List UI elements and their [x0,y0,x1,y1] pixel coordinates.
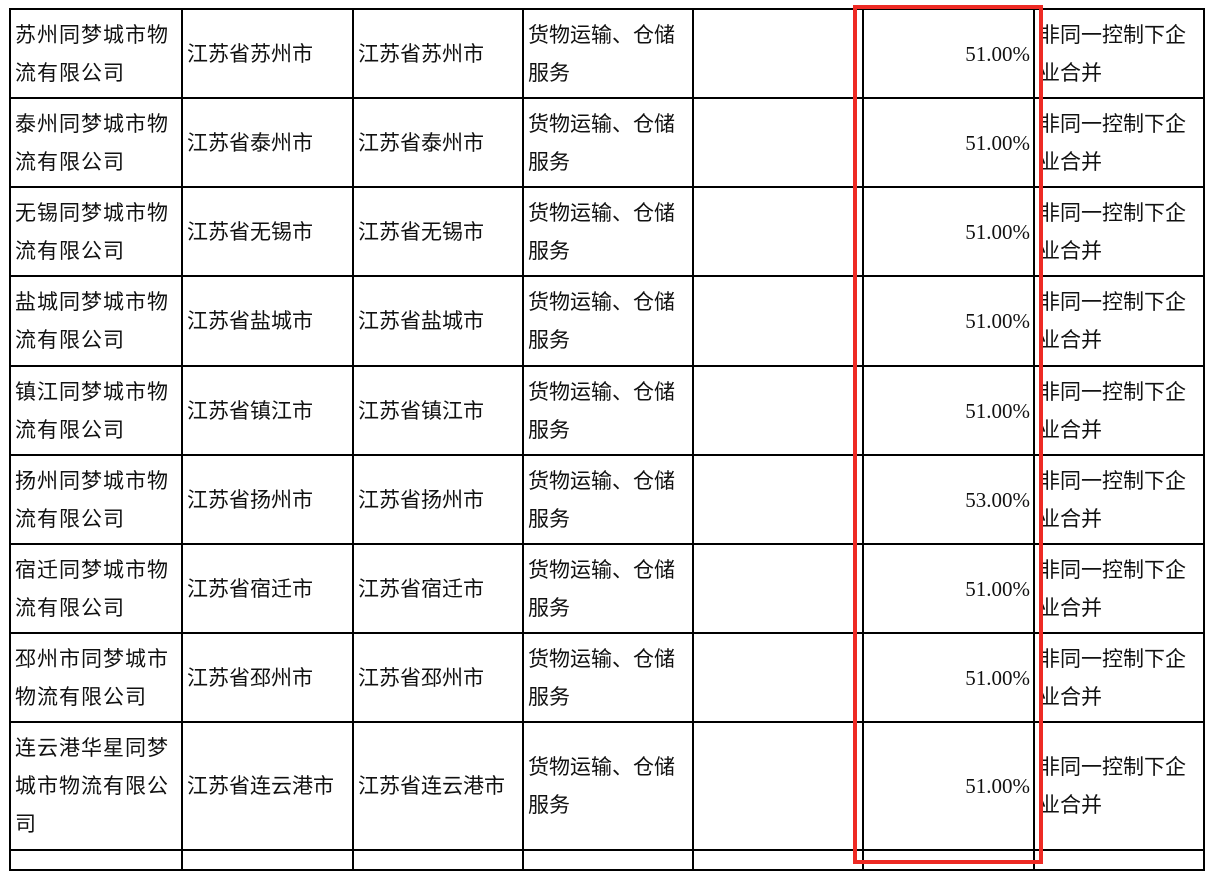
location-cell: 江苏省连云港市 [181,721,354,851]
empty-cell [1033,849,1205,871]
business-nature-cell: 货物运输、仓储服务 [522,97,694,188]
registration-cell: 江苏省连云港市 [352,721,524,851]
acquisition-method-cell: 非同一控制下企业合并 [1033,721,1205,851]
registration-cell: 江苏省苏州市 [352,8,524,99]
business-nature-cell: 货物运输、仓储服务 [522,8,694,99]
shareholding-cell: 51.00% [862,543,1035,634]
acquisition-method-cell: 非同一控制下企业合并 [1033,275,1205,367]
company-name-cell: 连云港华星同梦城市物流有限公司 [9,721,183,851]
shareholding-cell: 51.00% [862,8,1035,99]
table-row: 盐城同梦城市物流有限公司 江苏省盐城市 江苏省盐城市 货物运输、仓储服务 51.00% 非… [9,275,1205,367]
business-nature-cell: 货物运输、仓储服务 [522,543,694,634]
company-name-cell: 邳州市同梦城市物流有限公司 [9,632,183,723]
table-row [9,849,1205,871]
blank-cell [692,8,864,99]
acquisition-method-cell: 非同一控制下企业合并 [1033,8,1205,99]
acquisition-method-cell: 非同一控制下企业合并 [1033,543,1205,634]
company-name-cell: 盐城同梦城市物流有限公司 [9,275,183,367]
registration-cell: 江苏省泰州市 [352,97,524,188]
company-name-cell: 泰州同梦城市物流有限公司 [9,97,183,188]
acquisition-method-cell: 非同一控制下企业合并 [1033,186,1205,277]
location-cell: 江苏省无锡市 [181,186,354,277]
shareholding-cell: 51.00% [862,365,1035,456]
blank-cell [692,275,864,367]
registration-cell: 江苏省扬州市 [352,454,524,545]
registration-cell: 江苏省无锡市 [352,186,524,277]
blank-cell [692,365,864,456]
registration-cell: 江苏省盐城市 [352,275,524,367]
blank-cell [692,454,864,545]
business-nature-cell: 货物运输、仓储服务 [522,186,694,277]
blank-cell [692,97,864,188]
company-name-cell: 扬州同梦城市物流有限公司 [9,454,183,545]
registration-cell: 江苏省宿迁市 [352,543,524,634]
location-cell: 江苏省镇江市 [181,365,354,456]
table-row: 连云港华星同梦城市物流有限公司 江苏省连云港市 江苏省连云港市 货物运输、仓储服务 51… [9,721,1205,851]
table-row: 无锡同梦城市物流有限公司 江苏省无锡市 江苏省无锡市 货物运输、仓储服务 51.00% 非… [9,186,1205,277]
table-row: 扬州同梦城市物流有限公司 江苏省扬州市 江苏省扬州市 货物运输、仓储服务 53.00% 非… [9,454,1205,545]
shareholding-cell: 51.00% [862,97,1035,188]
registration-cell: 江苏省镇江市 [352,365,524,456]
acquisition-method-cell: 非同一控制下企业合并 [1033,454,1205,545]
business-nature-cell: 货物运输、仓储服务 [522,721,694,851]
location-cell: 江苏省苏州市 [181,8,354,99]
location-cell: 江苏省邳州市 [181,632,354,723]
subsidiaries-table: 苏州同梦城市物流有限公司 江苏省苏州市 江苏省苏州市 货物运输、仓储服务 51.00% 非… [9,8,1205,871]
table-row: 镇江同梦城市物流有限公司 江苏省镇江市 江苏省镇江市 货物运输、仓储服务 51.00% 非… [9,365,1205,456]
company-name-cell: 苏州同梦城市物流有限公司 [9,8,183,99]
company-name-cell: 无锡同梦城市物流有限公司 [9,186,183,277]
shareholding-cell: 51.00% [862,632,1035,723]
acquisition-method-cell: 非同一控制下企业合并 [1033,365,1205,456]
shareholding-cell: 53.00% [862,454,1035,545]
location-cell: 江苏省宿迁市 [181,543,354,634]
company-name-cell: 宿迁同梦城市物流有限公司 [9,543,183,634]
blank-cell [692,721,864,851]
empty-cell [181,849,354,871]
location-cell: 江苏省泰州市 [181,97,354,188]
table-row: 宿迁同梦城市物流有限公司 江苏省宿迁市 江苏省宿迁市 货物运输、仓储服务 51.00% 非… [9,543,1205,634]
table-row: 苏州同梦城市物流有限公司 江苏省苏州市 江苏省苏州市 货物运输、仓储服务 51.00% 非… [9,8,1205,99]
shareholding-cell: 51.00% [862,186,1035,277]
business-nature-cell: 货物运输、仓储服务 [522,275,694,367]
acquisition-method-cell: 非同一控制下企业合并 [1033,97,1205,188]
table-row: 邳州市同梦城市物流有限公司 江苏省邳州市 江苏省邳州市 货物运输、仓储服务 51.00%… [9,632,1205,723]
empty-cell [9,849,183,871]
empty-cell [692,849,864,871]
blank-cell [692,632,864,723]
empty-cell [522,849,694,871]
registration-cell: 江苏省邳州市 [352,632,524,723]
empty-cell [862,849,1035,871]
location-cell: 江苏省盐城市 [181,275,354,367]
shareholding-cell: 51.00% [862,275,1035,367]
acquisition-method-cell: 非同一控制下企业合并 [1033,632,1205,723]
blank-cell [692,186,864,277]
company-name-cell: 镇江同梦城市物流有限公司 [9,365,183,456]
empty-cell [352,849,524,871]
business-nature-cell: 货物运输、仓储服务 [522,454,694,545]
business-nature-cell: 货物运输、仓储服务 [522,365,694,456]
shareholding-cell: 51.00% [862,721,1035,851]
table-row: 泰州同梦城市物流有限公司 江苏省泰州市 江苏省泰州市 货物运输、仓储服务 51.00% 非… [9,97,1205,188]
blank-cell [692,543,864,634]
business-nature-cell: 货物运输、仓储服务 [522,632,694,723]
location-cell: 江苏省扬州市 [181,454,354,545]
